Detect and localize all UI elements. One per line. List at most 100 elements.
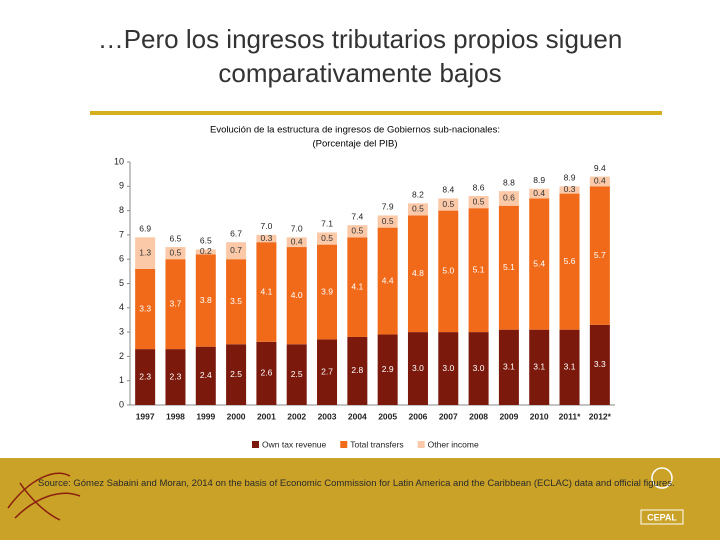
bar-segment — [498, 329, 519, 405]
value-label: 4.8 — [412, 268, 424, 278]
bar-segment — [347, 225, 368, 238]
value-label: 4.1 — [351, 281, 363, 291]
value-label: 0.5 — [412, 204, 424, 214]
value-label: 4.4 — [382, 275, 394, 285]
value-label: 0.4 — [291, 236, 303, 246]
bar-segment — [438, 198, 459, 211]
y-tick-label: 9 — [119, 181, 124, 191]
total-label: 9.4 — [594, 163, 606, 173]
x-tick-label: 2012* — [589, 411, 612, 421]
value-label: 4.0 — [291, 290, 303, 300]
bar-segment — [286, 344, 307, 405]
value-label: 0.4 — [594, 176, 606, 186]
x-tick-label: 1998 — [166, 411, 185, 421]
x-tick-label: 2009 — [499, 411, 518, 421]
value-label: 3.0 — [412, 363, 424, 373]
y-tick-label: 10 — [114, 156, 124, 166]
bar-segment — [165, 259, 186, 350]
x-tick-label: 2011* — [559, 411, 581, 421]
value-label: 2.5 — [230, 369, 242, 379]
total-label: 8.9 — [564, 173, 576, 183]
value-label: 2.6 — [260, 368, 272, 378]
value-label: 0.5 — [170, 247, 182, 257]
legend-label: Total transfers — [350, 439, 403, 449]
bar-segment — [286, 237, 307, 248]
x-tick-label: 2010 — [530, 411, 549, 421]
source-note: Source: Gómez Sabaini and Moran, 2014 on… — [38, 478, 675, 489]
total-label: 8.8 — [503, 177, 515, 187]
total-label: 7.4 — [351, 211, 363, 221]
footer-art: CEPAL — [7, 467, 684, 525]
bar-segment — [498, 191, 519, 206]
value-label: 5.1 — [503, 262, 515, 272]
y-tick-label: 7 — [119, 229, 124, 239]
value-label: 3.3 — [139, 303, 151, 313]
x-tick-label: 2007 — [439, 411, 458, 421]
bar-segment — [195, 346, 216, 405]
chart-title: Evolución de la estructura de ingresos d… — [210, 125, 500, 136]
y-tick-label: 2 — [119, 351, 124, 361]
total-label: 7.9 — [382, 202, 394, 212]
value-label: 2.8 — [351, 365, 363, 375]
logo-text: CEPAL — [647, 512, 677, 522]
chart-subtitle: (Porcentaje del PIB) — [312, 139, 397, 150]
bar-segment — [377, 334, 398, 405]
value-label: 3.5 — [230, 296, 242, 306]
value-label: 0.6 — [503, 193, 515, 203]
value-label: 3.3 — [594, 359, 606, 369]
value-label: 2.4 — [200, 370, 212, 380]
bar-segment — [438, 210, 459, 333]
value-label: 2.7 — [321, 366, 333, 376]
value-label: 3.1 — [503, 362, 515, 372]
y-tick-label: 6 — [119, 254, 124, 264]
bar-segment — [165, 349, 186, 405]
value-label: 0.3 — [260, 233, 272, 243]
x-tick-label: 2002 — [287, 411, 306, 421]
bar-segment — [317, 232, 338, 245]
value-label: 2.3 — [170, 371, 182, 381]
legend-label: Other income — [428, 439, 479, 449]
legend-swatch — [417, 441, 425, 448]
value-label: 3.0 — [473, 363, 485, 373]
y-tick-label: 4 — [119, 302, 124, 312]
bar-segment — [135, 349, 156, 405]
total-label: 8.4 — [442, 185, 454, 195]
legend-swatch — [340, 441, 348, 448]
bar-segment — [559, 186, 580, 194]
legend-swatch — [252, 441, 259, 448]
value-label: 3.1 — [564, 362, 576, 372]
value-label: 1.3 — [139, 247, 151, 257]
bar-segment — [377, 227, 398, 335]
bar-segment — [347, 336, 368, 405]
bar-segment — [286, 247, 307, 345]
value-label: 4.1 — [260, 286, 272, 296]
bar-segment — [589, 324, 610, 405]
value-label: 3.7 — [170, 298, 182, 308]
value-label: 0.5 — [442, 199, 454, 209]
bar-segment — [165, 247, 186, 260]
total-label: 8.2 — [412, 190, 424, 200]
value-label: 0.3 — [564, 184, 576, 194]
value-label: 3.0 — [442, 363, 454, 373]
total-label: 6.5 — [170, 233, 182, 243]
bar-segment — [256, 341, 277, 405]
total-label: 6.9 — [139, 224, 151, 234]
bar-segment — [377, 215, 398, 228]
value-label: 5.1 — [473, 264, 485, 274]
total-label: 8.9 — [533, 175, 545, 185]
bar-segment — [226, 344, 247, 405]
bar-segment — [468, 196, 489, 209]
x-tick-label: 2008 — [469, 411, 488, 421]
value-label: 0.5 — [321, 233, 333, 243]
x-tick-label: 2006 — [409, 411, 428, 421]
bar-segment — [529, 188, 550, 199]
value-label: 3.1 — [533, 362, 545, 372]
value-label: 5.7 — [594, 250, 606, 260]
bar-segment — [256, 242, 277, 342]
x-tick-label: 2004 — [348, 411, 367, 421]
slide-title: …Pero los ingresos tributarios propios s… — [97, 24, 623, 88]
value-label: 2.5 — [291, 369, 303, 379]
value-label: 0.5 — [382, 216, 394, 226]
value-label: 2.9 — [382, 364, 394, 374]
